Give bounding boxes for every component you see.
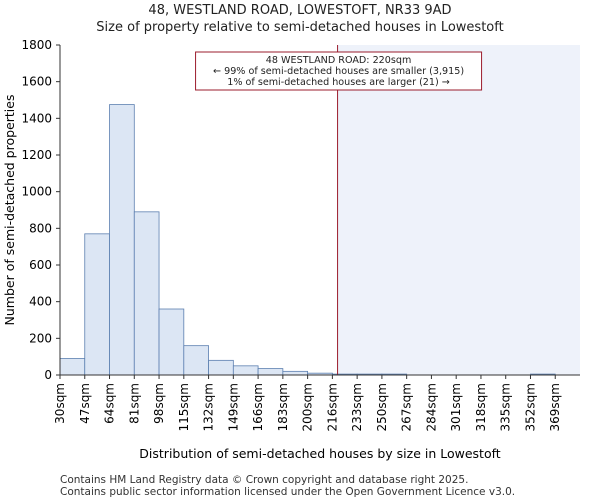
- x-tick-label-335sqm: 335sqm: [499, 383, 513, 431]
- x-tick-label-216sqm: 216sqm: [325, 383, 339, 431]
- y-tick-label-1200: 1200: [21, 148, 52, 162]
- x-tick-label-98sqm: 98sqm: [152, 383, 166, 424]
- x-tick-label-64sqm: 64sqm: [103, 383, 117, 424]
- x-tick-label-30sqm: 30sqm: [53, 383, 67, 424]
- x-tick-label-267sqm: 267sqm: [400, 383, 414, 431]
- y-tick-label-600: 600: [29, 258, 52, 272]
- x-axis-label: Distribution of semi-detached houses by …: [139, 446, 500, 461]
- y-tick-label-1600: 1600: [21, 75, 52, 89]
- bar-132sqm: [208, 359, 234, 376]
- bar-47sqm: [84, 233, 110, 376]
- y-tick-label-400: 400: [29, 295, 52, 309]
- x-tick-label-200sqm: 200sqm: [301, 383, 315, 431]
- x-tick-label-47sqm: 47sqm: [78, 383, 92, 424]
- x-tick-label-149sqm: 149sqm: [226, 383, 240, 431]
- bar-166sqm: [257, 368, 284, 376]
- x-tick-label-250sqm: 250sqm: [375, 383, 389, 431]
- annotation-line-3: 1% of semi-detached houses are larger (2…: [227, 77, 450, 88]
- bar-98sqm: [158, 308, 185, 376]
- x-tick-label-284sqm: 284sqm: [424, 383, 438, 431]
- x-tick-label-81sqm: 81sqm: [127, 383, 141, 424]
- bar-115sqm: [183, 345, 209, 376]
- y-tick-label-1800: 1800: [21, 38, 52, 52]
- annotation-line-2: ← 99% of semi-detached houses are smalle…: [213, 66, 464, 77]
- chart-title: 48, WESTLAND ROAD, LOWESTOFT, NR33 9AD: [148, 3, 452, 18]
- y-tick-label-200: 200: [29, 331, 52, 345]
- annotation-box: [195, 51, 483, 91]
- x-tick-label-166sqm: 166sqm: [251, 383, 265, 431]
- bar-30sqm: [59, 358, 86, 376]
- y-tick-label-0: 0: [44, 368, 52, 382]
- larger-than-property-region: [337, 45, 580, 375]
- y-tick-label-1000: 1000: [21, 185, 52, 199]
- x-tick-label-132sqm: 132sqm: [202, 383, 216, 431]
- bar-81sqm: [133, 211, 160, 376]
- x-tick-label-318sqm: 318sqm: [474, 383, 488, 431]
- bar-149sqm: [232, 365, 259, 376]
- y-axis-label: Number of semi-detached properties: [2, 95, 17, 326]
- y-tick-label-800: 800: [29, 221, 52, 235]
- x-tick-label-352sqm: 352sqm: [523, 383, 537, 431]
- x-tick-label-369sqm: 369sqm: [548, 383, 562, 431]
- chart-subtitle: Size of property relative to semi-detach…: [96, 20, 504, 35]
- footer-copyright: Contains HM Land Registry data © Crown c…: [60, 474, 469, 486]
- bar-183sqm: [282, 370, 309, 376]
- x-tick-label-183sqm: 183sqm: [276, 383, 290, 431]
- x-tick-label-115sqm: 115sqm: [177, 383, 191, 431]
- x-tick-label-233sqm: 233sqm: [350, 383, 364, 431]
- footer-licence: Contains public sector information licen…: [60, 486, 516, 498]
- annotation-line-1: 48 WESTLAND ROAD: 220sqm: [266, 55, 412, 66]
- y-tick-label-1400: 1400: [21, 111, 52, 125]
- bar-64sqm: [109, 104, 135, 376]
- x-tick-label-301sqm: 301sqm: [449, 383, 463, 431]
